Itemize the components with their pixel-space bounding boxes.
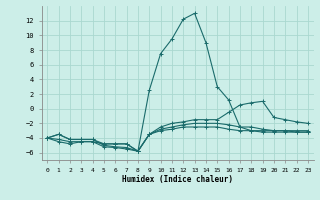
X-axis label: Humidex (Indice chaleur): Humidex (Indice chaleur) — [122, 175, 233, 184]
